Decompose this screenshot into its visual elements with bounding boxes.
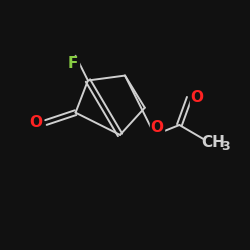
Bar — [29, 114, 43, 130]
Bar — [150, 120, 164, 136]
Bar — [68, 56, 79, 70]
Text: CH: CH — [202, 135, 226, 150]
Text: O: O — [30, 115, 43, 130]
Text: 3: 3 — [222, 140, 230, 153]
Text: O: O — [151, 120, 164, 135]
Text: F: F — [68, 56, 78, 71]
Text: O: O — [190, 90, 203, 105]
Bar — [190, 90, 203, 106]
Bar — [205, 135, 228, 150]
